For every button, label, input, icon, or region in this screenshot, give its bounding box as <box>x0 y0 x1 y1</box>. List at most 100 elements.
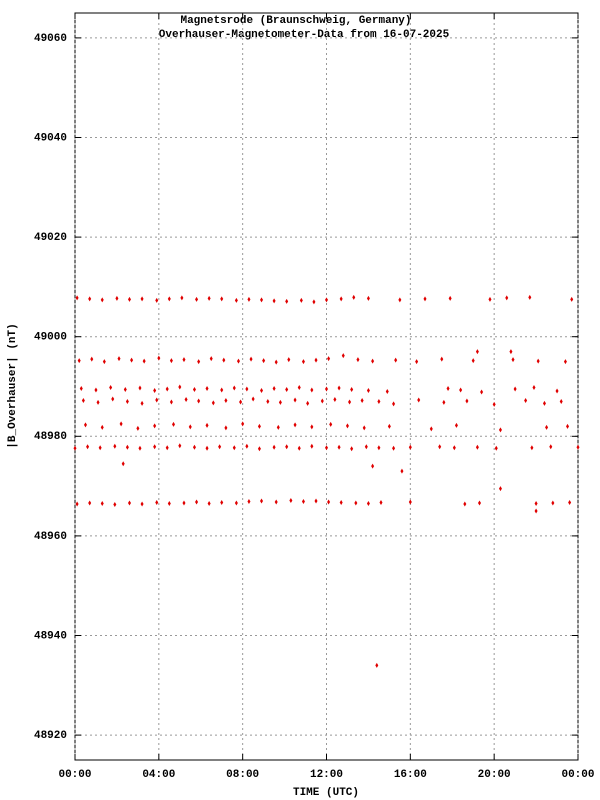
data-point <box>417 397 421 403</box>
data-point <box>73 445 77 451</box>
data-point <box>314 498 318 504</box>
data-point <box>513 386 517 392</box>
data-point <box>366 295 370 301</box>
data-point <box>167 501 171 507</box>
data-point <box>220 387 224 393</box>
data-point <box>371 358 375 364</box>
data-point <box>274 359 278 365</box>
data-point <box>494 445 498 451</box>
data-point <box>155 397 159 403</box>
data-point <box>98 445 102 451</box>
data-point <box>337 444 341 450</box>
data-point <box>155 297 159 303</box>
data-point <box>220 500 224 506</box>
data-point <box>297 445 301 451</box>
data-point <box>113 443 117 449</box>
data-point <box>536 358 540 364</box>
data-point <box>222 357 226 363</box>
data-point <box>505 295 509 301</box>
data-point <box>360 397 364 403</box>
data-point <box>299 297 303 303</box>
data-point <box>459 387 463 393</box>
data-point <box>260 498 264 504</box>
data-point <box>234 500 238 506</box>
data-point <box>245 443 249 449</box>
data-point <box>492 401 496 407</box>
data-point <box>197 398 201 404</box>
data-point <box>345 423 349 429</box>
data-point <box>83 422 87 428</box>
chart-subtitle: Overhauser-Magnetometer-Data from 16-07-… <box>159 29 450 41</box>
data-point <box>88 500 92 506</box>
data-point <box>440 356 444 362</box>
data-point <box>140 400 144 406</box>
x-tick-label: 20:00 <box>478 769 511 781</box>
data-point <box>182 500 186 506</box>
data-point <box>278 399 282 405</box>
data-point <box>121 461 125 467</box>
data-point <box>534 501 538 507</box>
data-point <box>301 359 305 365</box>
data-point <box>498 486 502 492</box>
data-point <box>293 422 297 428</box>
data-point <box>102 359 106 365</box>
y-tick-label: 48980 <box>34 431 67 443</box>
data-point <box>475 444 479 450</box>
data-point <box>90 356 94 362</box>
data-point <box>398 297 402 303</box>
data-point <box>325 297 328 303</box>
y-tick-label: 49060 <box>34 33 67 45</box>
data-point <box>211 400 215 406</box>
data-point <box>178 443 182 449</box>
data-point <box>341 353 345 359</box>
data-point <box>184 396 188 402</box>
data-point <box>392 401 396 407</box>
data-point <box>81 397 85 403</box>
data-point <box>293 397 297 403</box>
data-point <box>209 356 213 362</box>
data-point <box>172 421 176 427</box>
data-point <box>119 421 123 427</box>
data-point <box>123 386 127 392</box>
data-point <box>366 501 370 507</box>
x-axis-label: TIME (UTC) <box>293 787 359 799</box>
data-point <box>563 359 567 365</box>
y-tick-label: 49020 <box>34 232 67 244</box>
data-point <box>169 399 173 405</box>
data-point <box>178 384 182 390</box>
data-point <box>115 295 119 301</box>
data-point <box>528 294 532 300</box>
data-point <box>325 445 328 451</box>
data-point <box>260 297 264 303</box>
data-point <box>138 445 142 451</box>
data-point <box>224 425 228 431</box>
data-point <box>274 499 278 505</box>
data-point <box>77 358 81 364</box>
data-point <box>127 500 131 506</box>
data-point <box>327 499 331 505</box>
data-point <box>511 357 515 363</box>
data-point <box>392 445 396 451</box>
data-point <box>249 356 253 362</box>
data-point <box>415 359 419 365</box>
data-point <box>266 398 270 404</box>
data-point <box>385 388 389 394</box>
data-point <box>387 423 391 429</box>
data-point <box>471 358 475 364</box>
data-point <box>352 294 356 300</box>
data-point <box>125 444 129 450</box>
data-point <box>333 396 337 402</box>
data-point <box>180 295 184 301</box>
data-point <box>285 298 289 304</box>
data-point <box>192 386 196 392</box>
data-point <box>169 358 173 364</box>
data-point <box>329 421 333 427</box>
data-point <box>310 443 314 449</box>
data-point <box>207 295 211 301</box>
data-point <box>549 444 553 450</box>
data-point <box>167 296 171 302</box>
data-point <box>371 463 375 469</box>
data-point <box>452 445 456 451</box>
data-point <box>205 445 209 451</box>
data-point <box>182 357 186 363</box>
